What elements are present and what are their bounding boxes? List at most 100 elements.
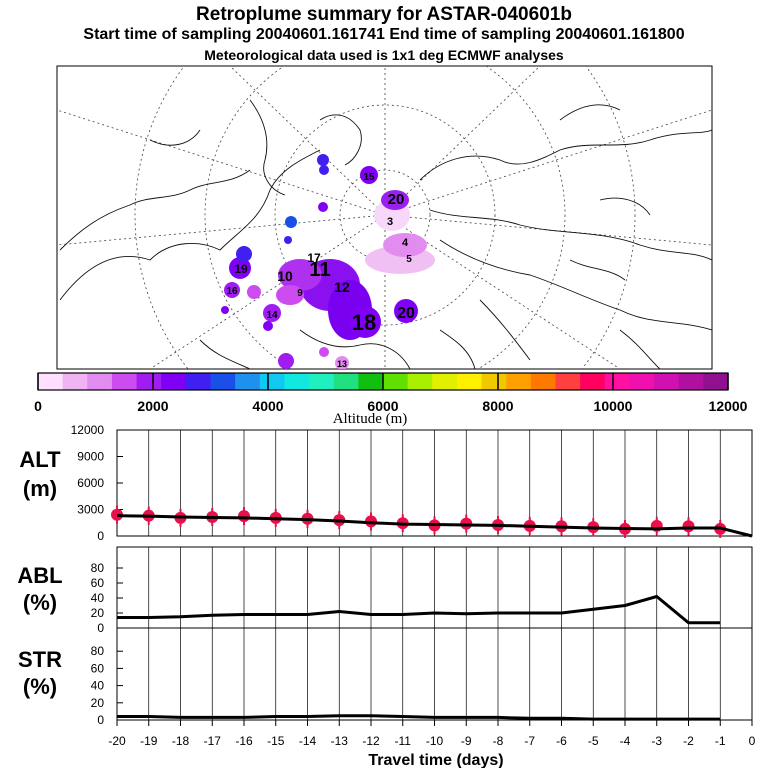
colorbar-tick-label: 4000 — [252, 398, 283, 414]
colorbar-cell — [703, 373, 729, 390]
x-tick-label: -18 — [172, 734, 190, 748]
x-tick-label: -14 — [299, 734, 317, 748]
plume-label: 5 — [406, 254, 412, 265]
y-tick-label: 0 — [97, 621, 104, 635]
plume-blob — [317, 154, 329, 166]
x-tick-label: -5 — [588, 734, 599, 748]
panel-unit: (%) — [23, 590, 57, 615]
plume-label: 20 — [397, 305, 415, 322]
plume-blob — [229, 257, 251, 279]
chart-title: Retroplume summary for ASTAR-040601b — [196, 4, 572, 25]
panel-unit: (m) — [23, 476, 57, 501]
y-tick-label: 12000 — [71, 423, 105, 437]
plume-blob — [263, 304, 281, 322]
colorbar-cell — [530, 373, 556, 390]
map-panel: 20 15 19 16 18 14 13 11 12 17 3 4 5 10 9… — [56, 65, 713, 370]
plume-blob — [360, 166, 378, 184]
panel-str: 0 20 40 60 80 STR(%) — [18, 627, 753, 727]
plume-label: 4 — [402, 237, 409, 249]
data-marker — [238, 510, 250, 523]
x-tick-label: -7 — [524, 734, 535, 748]
altitude-colorbar: 0 2000 4000 6000 8000 10000 12000 Altitude (m) — [34, 372, 748, 427]
plume-labels: 20 15 19 16 18 14 13 11 12 17 3 4 5 10 9 — [226, 172, 412, 369]
colorbar-tick-label: 10000 — [594, 398, 633, 414]
colorbar-tick-label: 6000 — [367, 398, 398, 414]
x-tick-label: -10 — [426, 734, 444, 748]
colorbar-cell — [87, 373, 113, 390]
sampling-times: Start time of sampling 20040601.161741 E… — [83, 26, 685, 43]
panel-title: ALT — [19, 447, 61, 472]
colorbar-cells — [38, 373, 729, 390]
series-line — [117, 714, 721, 721]
map-coastlines — [59, 99, 712, 369]
colorbar-cell — [432, 373, 458, 390]
x-tick-label: 0 — [749, 734, 756, 748]
colorbar-tick-label: 2000 — [137, 398, 168, 414]
time-series-panels: 030006000900012000ALT(m)020406080ABL(%)0… — [17, 423, 753, 727]
y-tick-label: 3000 — [77, 503, 104, 517]
colorbar-cell — [383, 373, 409, 390]
plume-blob — [318, 202, 328, 212]
panel-title: ABL — [17, 563, 62, 588]
plume-label: 15 — [363, 172, 375, 183]
plume-blob — [278, 353, 294, 369]
x-tick-label: -19 — [140, 734, 158, 748]
colorbar-cell — [136, 373, 162, 390]
panel-alt: 0 3000 6000 9000 12000 ALT (m) — [19, 423, 753, 543]
x-tick-label: -20 — [108, 734, 126, 748]
plume-blob — [381, 190, 409, 210]
plume-label: 11 — [309, 259, 330, 281]
x-tick-label: -3 — [651, 734, 662, 748]
colorbar-ticks: 0 2000 4000 6000 8000 10000 12000 — [34, 373, 748, 414]
colorbar-cell — [284, 373, 310, 390]
x-axis: -20 -19 -18 -17 -16 -15 -14 -13 -12 -11 -10 -9 -8 -7-… — [108, 720, 756, 748]
data-marker — [682, 520, 695, 533]
plume-label: 9 — [297, 288, 303, 299]
y-tick-label: 0 — [97, 713, 104, 727]
series-line — [117, 595, 721, 625]
plume-blob — [276, 285, 304, 305]
x-tick-label: -4 — [620, 734, 631, 748]
colorbar-cell — [210, 373, 236, 390]
plume-label: 14 — [266, 310, 278, 321]
colorbar-cell — [259, 373, 285, 390]
colorbar-cell — [654, 373, 680, 390]
plume-label: 3 — [387, 216, 393, 228]
colorbar-cell — [185, 373, 211, 390]
colorbar-cell — [111, 373, 138, 390]
colorbar-cell — [506, 373, 532, 390]
map-graticule — [57, 66, 712, 369]
colorbar-label: Altitude (m) — [333, 411, 408, 427]
y-tick-label: 80 — [91, 561, 105, 575]
colorbar-cell — [358, 373, 384, 390]
x-tick-label: -17 — [204, 734, 222, 748]
colorbar-cell — [580, 373, 606, 390]
y-tick-label: 40 — [91, 591, 105, 605]
y-tick-label: 80 — [91, 644, 105, 658]
plume-blob — [319, 165, 329, 175]
panel-unit: (%) — [23, 674, 57, 699]
series-line — [116, 514, 753, 538]
colorbar-tick-label: 8000 — [482, 398, 513, 414]
map-content: 20 15 19 16 18 14 13 11 12 17 3 4 5 10 9… — [57, 66, 712, 369]
colorbar-cell — [629, 373, 655, 390]
plume-blob — [236, 246, 252, 262]
colorbar-cell — [555, 373, 581, 390]
x-tick-label: -12 — [362, 734, 380, 748]
colorbar-cell — [235, 373, 261, 390]
colorbar-cell — [604, 373, 630, 390]
colorbar-cell — [38, 373, 64, 390]
x-tick-label: -2 — [683, 734, 694, 748]
x-tick-label: -1 — [715, 734, 726, 748]
colorbar-cell — [309, 373, 335, 390]
plume-label: 16 — [226, 286, 238, 297]
y-tick-label: 0 — [97, 529, 104, 543]
plume-blob — [394, 299, 418, 323]
colorbar-cell — [678, 373, 704, 390]
plume-blob — [263, 321, 273, 331]
plume-blob — [349, 306, 381, 338]
colorbar-cell — [481, 373, 507, 390]
plume-label: 17 — [307, 251, 321, 265]
y-tick-label: 6000 — [77, 476, 104, 490]
